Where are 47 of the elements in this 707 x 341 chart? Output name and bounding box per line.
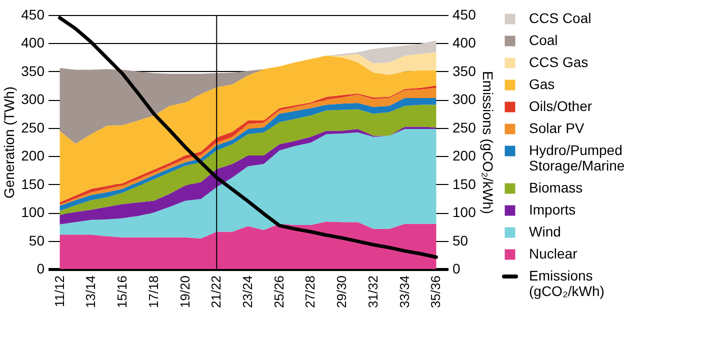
x-tick-label: 23/24 [240,276,255,308]
y2-tick-label: 450 [452,6,476,22]
legend-label: Solar PV [529,120,585,136]
y-tick-label: 350 [21,62,45,79]
legend-label: CCS Gas [529,54,588,70]
legend-label: Emissions (gCO₂/kWh) [529,268,604,299]
x-tick-label: 25/26 [271,276,286,308]
y-tick-label: 400 [21,34,45,51]
x-tick-label: 31/32 [365,276,380,308]
x-tick-label: 21/22 [208,276,224,308]
x-tick-label: 29/30 [334,276,350,308]
legend-label: Oils/Other [529,98,592,114]
x-tick-label: 17/18 [146,276,161,308]
y2-tick-label: 50 [452,232,468,248]
y-tick-label: 50 [28,232,45,248]
y2-tick-label: 100 [452,204,476,220]
y-tick-label: 200 [21,148,45,164]
y2-tick-label: 400 [452,34,476,51]
legend-label: CCS Coal [529,10,592,26]
y2-tick-label: 150 [452,176,476,192]
legend-label: Coal [529,32,558,48]
y-tick-label: 450 [21,6,45,22]
y-axis-title: Generation (TWh) [1,86,18,199]
y2-axis-title: Emissions (gCO₂/kWh) [480,70,496,214]
legend-label: Imports [529,202,576,218]
legend-label: Biomass [529,180,583,196]
x-tick-label: 27/28 [302,276,318,308]
y2-tick-label: 250 [452,119,476,136]
y-tick-label: 250 [21,119,45,136]
y-tick-label: 300 [21,91,45,108]
x-tick-label: 13/14 [83,276,98,308]
y2-tick-label: 0 [452,260,460,276]
x-tick-label: 19/20 [177,276,192,308]
legend-label: Gas [529,76,555,92]
y2-tick-label: 200 [452,148,476,164]
x-tick-label: 11/12 [52,276,67,308]
legend-label: Hydro/Pumped Storage/Marine [529,142,625,174]
legend-label: Wind [529,224,561,240]
x-tick-label: 33/34 [396,276,412,308]
y-tick-label: 150 [21,176,45,192]
y2-tick-label: 300 [452,91,476,108]
x-tick-label: 15/16 [114,276,130,308]
x-tick-label: 35/36 [428,276,444,308]
y-tick-label: 0 [36,260,45,276]
y2-tick-label: 350 [452,62,476,79]
y-tick-label: 100 [21,204,45,220]
legend-label: Nuclear [529,246,578,262]
